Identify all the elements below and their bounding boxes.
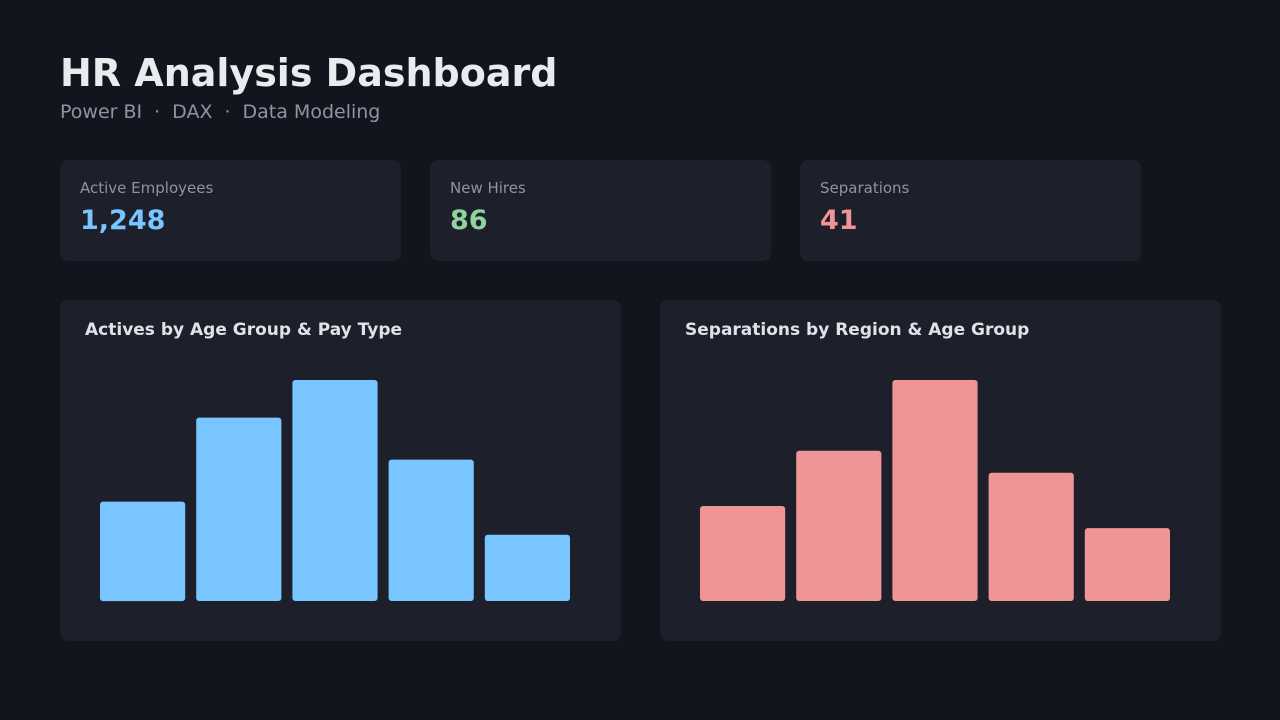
kpi-label: Active Employees [80,179,214,197]
kpi-label: Separations [820,179,910,197]
kpi-card-separations[interactable]: Separations [800,160,1141,261]
separations-bar-chart [700,380,1170,601]
chart-bar[interactable] [292,380,378,601]
chart-bar[interactable] [484,534,570,601]
chart-panel-separations[interactable]: Separations by Region & Age Group [660,300,1221,641]
chart-title-actives: Actives by Age Group & Pay Type [85,320,403,340]
kpi-label: New Hires [450,179,526,197]
kpi-value-new-hires: 86 [450,205,488,236]
chart-bar[interactable] [988,472,1074,601]
kpi-value-active-employees: 1,248 [80,205,166,236]
actives-bar-chart [100,380,570,602]
subtitle-separator: · [224,101,231,123]
page-subtitle: Power BI · DAX · Data Modeling [60,100,380,124]
subtitle-item-data-modeling: Data Modeling [242,101,381,123]
chart-bar[interactable] [796,450,882,601]
subtitle-item-power-bi: Power BI [60,101,143,123]
chart-bar[interactable] [892,380,978,601]
page-title: HR Analysis Dashboard [60,51,558,95]
chart-bar[interactable] [196,417,282,601]
chart-bar[interactable] [100,501,186,602]
chart-bar[interactable] [388,459,474,601]
kpi-value-separations: 41 [820,205,858,236]
chart-bar[interactable] [700,506,786,601]
chart-title-separations: Separations by Region & Age Group [685,320,1030,340]
subtitle-item-dax: DAX [172,101,213,123]
kpi-card-new-hires[interactable]: New Hires [430,160,771,261]
kpi-card-active-employees[interactable]: Active Employees [60,160,401,261]
subtitle-separator: · [154,101,161,123]
chart-panel-actives[interactable]: Actives by Age Group & Pay Type [60,300,621,641]
chart-bar[interactable] [1084,528,1170,601]
